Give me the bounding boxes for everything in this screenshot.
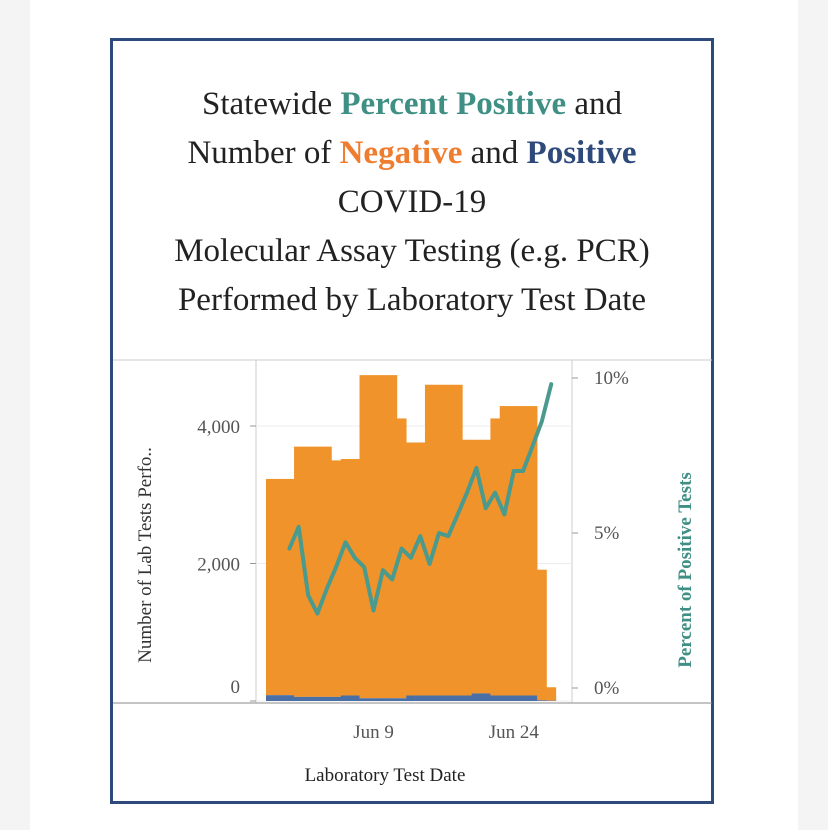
bar-positive [368, 698, 379, 701]
title-line-3: COVID-19 [337, 184, 487, 220]
bar-positive [387, 698, 398, 701]
y2-axis-label: Percent of Positive Tests [675, 472, 696, 667]
bar-positive [294, 696, 304, 701]
bar-positive [453, 695, 463, 701]
bar-positive [509, 695, 519, 701]
bar-positive [462, 695, 472, 701]
bar-negative [331, 460, 342, 697]
bar-positive [266, 695, 276, 701]
bar-negative [546, 687, 557, 701]
bar-negative [303, 446, 314, 697]
x-tick-label: Jun 24 [489, 722, 540, 743]
y2-tick-label: 10% [594, 368, 629, 389]
percent-positive-line [287, 382, 554, 616]
bar-negative [537, 569, 547, 701]
bar-negative [378, 375, 388, 699]
bar-positive [424, 695, 435, 701]
title-line-2: Number of Negative and Positive [110, 129, 714, 178]
title-line-5: Performed by Laboratory Test Date [177, 282, 647, 318]
bar-negative [499, 406, 510, 696]
bar-negative [284, 478, 295, 696]
title-text: Number of [187, 135, 340, 171]
bar-positive [434, 695, 444, 701]
bar-negative [490, 418, 501, 696]
bar-negative [350, 459, 360, 696]
y-tick-label: 2,000 [197, 555, 240, 576]
title-line-1: Statewide Percent Positive and [110, 80, 714, 129]
bar-positive [518, 695, 529, 701]
bar-negative [481, 439, 491, 694]
bar-positive [537, 700, 547, 701]
bar-positive [303, 696, 314, 701]
bar-negative [406, 442, 416, 696]
bar-positive [490, 695, 501, 701]
bar-negative [471, 439, 482, 694]
bar-negative [415, 442, 426, 696]
x-axis-label: Laboratory Test Date [305, 765, 466, 786]
bar-positive [378, 698, 388, 701]
title-text: and [462, 135, 527, 171]
bar-negative [322, 446, 332, 697]
title-line-4: Molecular Assay Testing (e.g. PCR) [174, 233, 650, 269]
bar-positive [415, 695, 426, 701]
bar-positive [396, 698, 407, 701]
bar-positive [331, 696, 342, 701]
bar-positive [471, 693, 482, 701]
bar-negative [462, 439, 472, 696]
bar-negative [443, 384, 454, 696]
bar-negative [275, 478, 285, 696]
bar-positive [499, 695, 510, 701]
bar-negative [387, 375, 398, 699]
bar-positive [406, 695, 416, 701]
bar-negative [527, 406, 538, 696]
bar-negative [266, 478, 276, 696]
bar-negative [453, 384, 463, 696]
bar-positive [284, 695, 295, 701]
title-percent-positive: Percent Positive [340, 86, 567, 122]
bar-negative [340, 459, 351, 696]
title-positive: Positive [526, 135, 637, 171]
y-tick-label: 4,000 [197, 417, 240, 438]
bar-negative [518, 406, 529, 696]
bar-positive [275, 695, 285, 701]
bar-negative [434, 384, 444, 696]
bar-negative [368, 375, 379, 699]
bar-positive [443, 695, 454, 701]
bar-negative [312, 446, 323, 697]
bar-positive [322, 696, 332, 701]
y2-tick-label: 0% [594, 678, 620, 699]
bar-positive [527, 695, 538, 701]
bar-negative [396, 418, 407, 699]
y-axis-label: Number of Lab Tests Perfo.. [135, 447, 156, 663]
bar-positive [350, 695, 360, 701]
bar-positive [481, 693, 491, 701]
y2-tick-label: 5% [594, 523, 620, 544]
title-negative: Negative [339, 135, 463, 171]
title-text: Statewide [201, 86, 341, 122]
y-tick-label: 0 [231, 677, 241, 698]
bar-positive [312, 696, 323, 701]
bar-negative [359, 375, 370, 699]
bar-positive [359, 698, 370, 701]
bar-negative [424, 384, 435, 696]
bar-negative [294, 446, 304, 697]
x-tick-label: Jun 9 [353, 722, 394, 743]
chart-title: Statewide Percent Positive and Number of… [110, 80, 714, 325]
title-text: and [566, 86, 622, 122]
bar-positive [340, 695, 351, 701]
bar-negative [509, 406, 519, 696]
